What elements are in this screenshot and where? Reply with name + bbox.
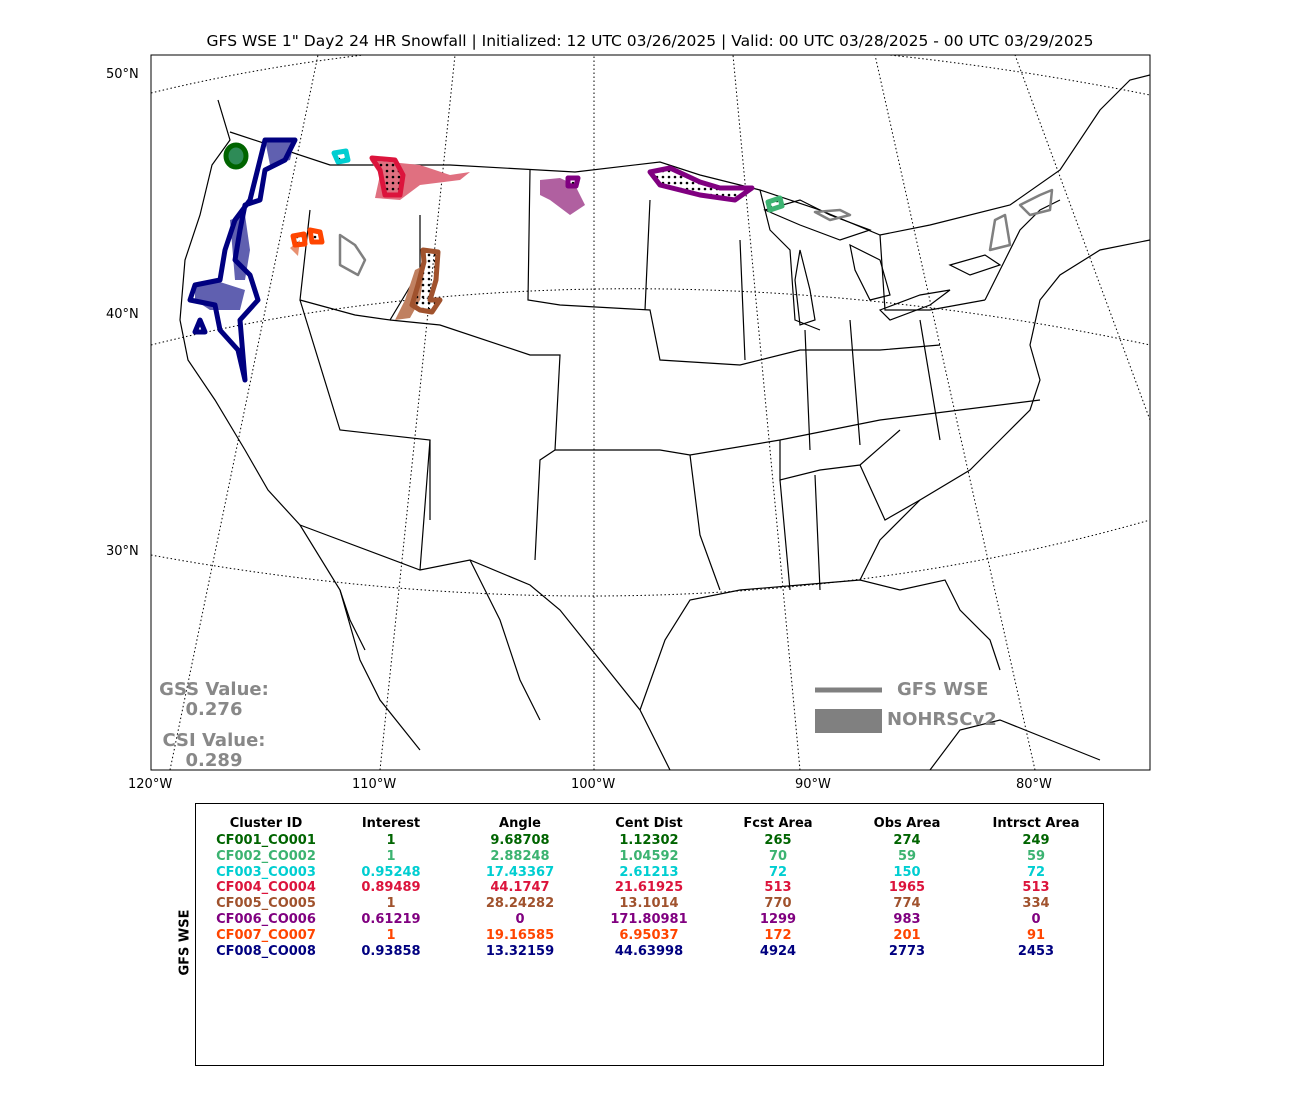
lat-label-40: 40°N xyxy=(106,307,139,322)
table-cell: 1.12302 xyxy=(619,833,679,848)
gss-label: GSS Value: xyxy=(159,679,269,700)
table-row: CF003_CO003 0.95248 17.43367 2.61213 72 150 72 xyxy=(206,865,1100,881)
table-cell: 4924 xyxy=(759,943,797,959)
table-row: CF007_CO007 1 19.16585 6.95037 172 201 91 xyxy=(206,928,1100,944)
table-cell: 1299 xyxy=(759,911,797,927)
table-cell: 0 xyxy=(515,911,525,927)
table-cell: 1965 xyxy=(888,880,926,896)
table-cell: CF008_CO008 xyxy=(216,943,316,959)
table-row: CF004_CO004 0.89489 44.1747 21.61925 513 1965… xyxy=(206,880,1100,896)
table-cell: 171.80981 xyxy=(610,911,688,927)
table-cell: 770 xyxy=(764,896,792,912)
table-cell: 13.1014 xyxy=(619,896,679,912)
header-intrsct-area: Intrsct Area xyxy=(992,816,1080,831)
table-cell: 1 xyxy=(386,927,396,943)
table-row: CF001_CO001 1 9.68708 1.12302 265 274 249 xyxy=(206,833,1100,849)
table-cell: 9.68708 xyxy=(490,833,550,848)
table-cell: 59 xyxy=(897,848,917,864)
table-cell: 59 xyxy=(1026,848,1046,864)
map-frame xyxy=(150,54,1151,771)
lon-label-100: 100°W xyxy=(571,777,616,792)
table-cell: CF003_CO003 xyxy=(216,864,316,880)
table-cell: 274 xyxy=(893,833,921,848)
gss-value: 0.276 xyxy=(185,699,243,720)
table-cell: 774 xyxy=(893,896,921,912)
stats-table-box: Cluster ID Interest Angle Cent Dist Fcst… xyxy=(195,803,1104,1066)
table-cell: CF005_CO005 xyxy=(216,896,316,912)
table-row: CF008_CO008 0.93858 13.32159 44.63998 4924 27… xyxy=(206,944,1100,960)
table-cell: 1 xyxy=(386,833,396,848)
boundaries xyxy=(179,74,1150,770)
stats-table: Cluster ID Interest Angle Cent Dist Fcst… xyxy=(206,814,1100,959)
table-cell: 44.1747 xyxy=(490,880,550,896)
csi-value: 0.289 xyxy=(185,750,243,771)
legend-fill-swatch xyxy=(815,709,882,733)
table-cell: 6.95037 xyxy=(619,927,679,943)
lat-label-30: 30°N xyxy=(106,544,139,559)
table-cell: 513 xyxy=(1022,880,1050,896)
table-cell: CF007_CO007 xyxy=(216,927,316,943)
header-cluster-id: Cluster ID xyxy=(229,816,303,831)
legend-fill-label: NOHRSCv2 xyxy=(887,709,997,730)
table-cell: 265 xyxy=(764,833,792,848)
table-cell: 0.95248 xyxy=(361,864,421,880)
table-cell: 249 xyxy=(1022,833,1050,848)
header-fcst-area: Fcst Area xyxy=(743,816,813,831)
table-cell: 70 xyxy=(768,848,788,864)
table-row: CF002_CO002 1 2.88248 1.04592 70 59 59 xyxy=(206,849,1100,865)
table-cell: 2773 xyxy=(888,943,926,959)
table-cell: 201 xyxy=(893,927,921,943)
table-cell: 0.93858 xyxy=(361,943,421,959)
header-obs-area: Obs Area xyxy=(873,816,941,831)
table-cell: 172 xyxy=(764,927,792,943)
table-cell: 334 xyxy=(1022,896,1050,912)
table-cell: 513 xyxy=(764,880,792,896)
table-cell: CF006_CO006 xyxy=(216,911,316,927)
table-cell: 983 xyxy=(893,911,921,927)
table-cell: CF004_CO004 xyxy=(216,880,316,896)
table-row: CF005_CO005 1 28.24282 13.1014 770 774 334 xyxy=(206,896,1100,912)
table-y-label: GFS WSE xyxy=(177,909,193,976)
lat-label-50: 50°N xyxy=(106,67,139,82)
forecast-contours xyxy=(187,137,1054,383)
graticule xyxy=(151,55,1150,770)
csi-label: CSI Value: xyxy=(162,730,266,751)
table-cell: 150 xyxy=(893,864,921,880)
table-cell: 2.61213 xyxy=(619,864,679,880)
header-cent-dist: Cent Dist xyxy=(615,816,683,831)
table-cell: 72 xyxy=(1026,864,1046,880)
table-cell: 1 xyxy=(386,896,396,912)
table-cell: 13.32159 xyxy=(485,943,555,959)
lon-label-120: 120°W xyxy=(128,777,173,792)
table-cell: CF002_CO002 xyxy=(216,848,316,864)
table-cell: 17.43367 xyxy=(485,864,555,880)
great-lakes xyxy=(763,199,1002,326)
lon-label-110: 110°W xyxy=(352,777,397,792)
table-row: CF006_CO006 0.61219 0 171.80981 1299 983 0 xyxy=(206,912,1100,928)
legend-line-label: GFS WSE xyxy=(897,679,989,700)
table-cell: 0.89489 xyxy=(361,880,421,896)
table-cell: 28.24282 xyxy=(485,896,555,912)
table-cell: 2453 xyxy=(1017,943,1055,959)
table-cell: 19.16585 xyxy=(485,927,555,943)
table-cell: 44.63998 xyxy=(614,943,684,959)
table-cell: 21.61925 xyxy=(614,880,684,896)
table-cell: 0 xyxy=(1031,911,1041,927)
table-cell: CF001_CO001 xyxy=(216,833,316,848)
table-header-row: Cluster ID Interest Angle Cent Dist Fcst… xyxy=(206,814,1100,833)
header-interest: Interest xyxy=(361,816,421,831)
table-cell: 72 xyxy=(768,864,788,880)
table-cell: 2.88248 xyxy=(490,848,550,864)
lon-label-90: 90°W xyxy=(795,777,831,792)
lon-label-80: 80°W xyxy=(1016,777,1052,792)
table-cell: 1 xyxy=(386,848,396,864)
table-cell: 0.61219 xyxy=(361,911,421,927)
figure-title: GFS WSE 1" Day2 24 HR Snowfall | Initial… xyxy=(206,32,1094,50)
table-cell: 1.04592 xyxy=(619,848,679,864)
header-angle: Angle xyxy=(499,816,541,831)
table-cell: 91 xyxy=(1026,927,1046,943)
